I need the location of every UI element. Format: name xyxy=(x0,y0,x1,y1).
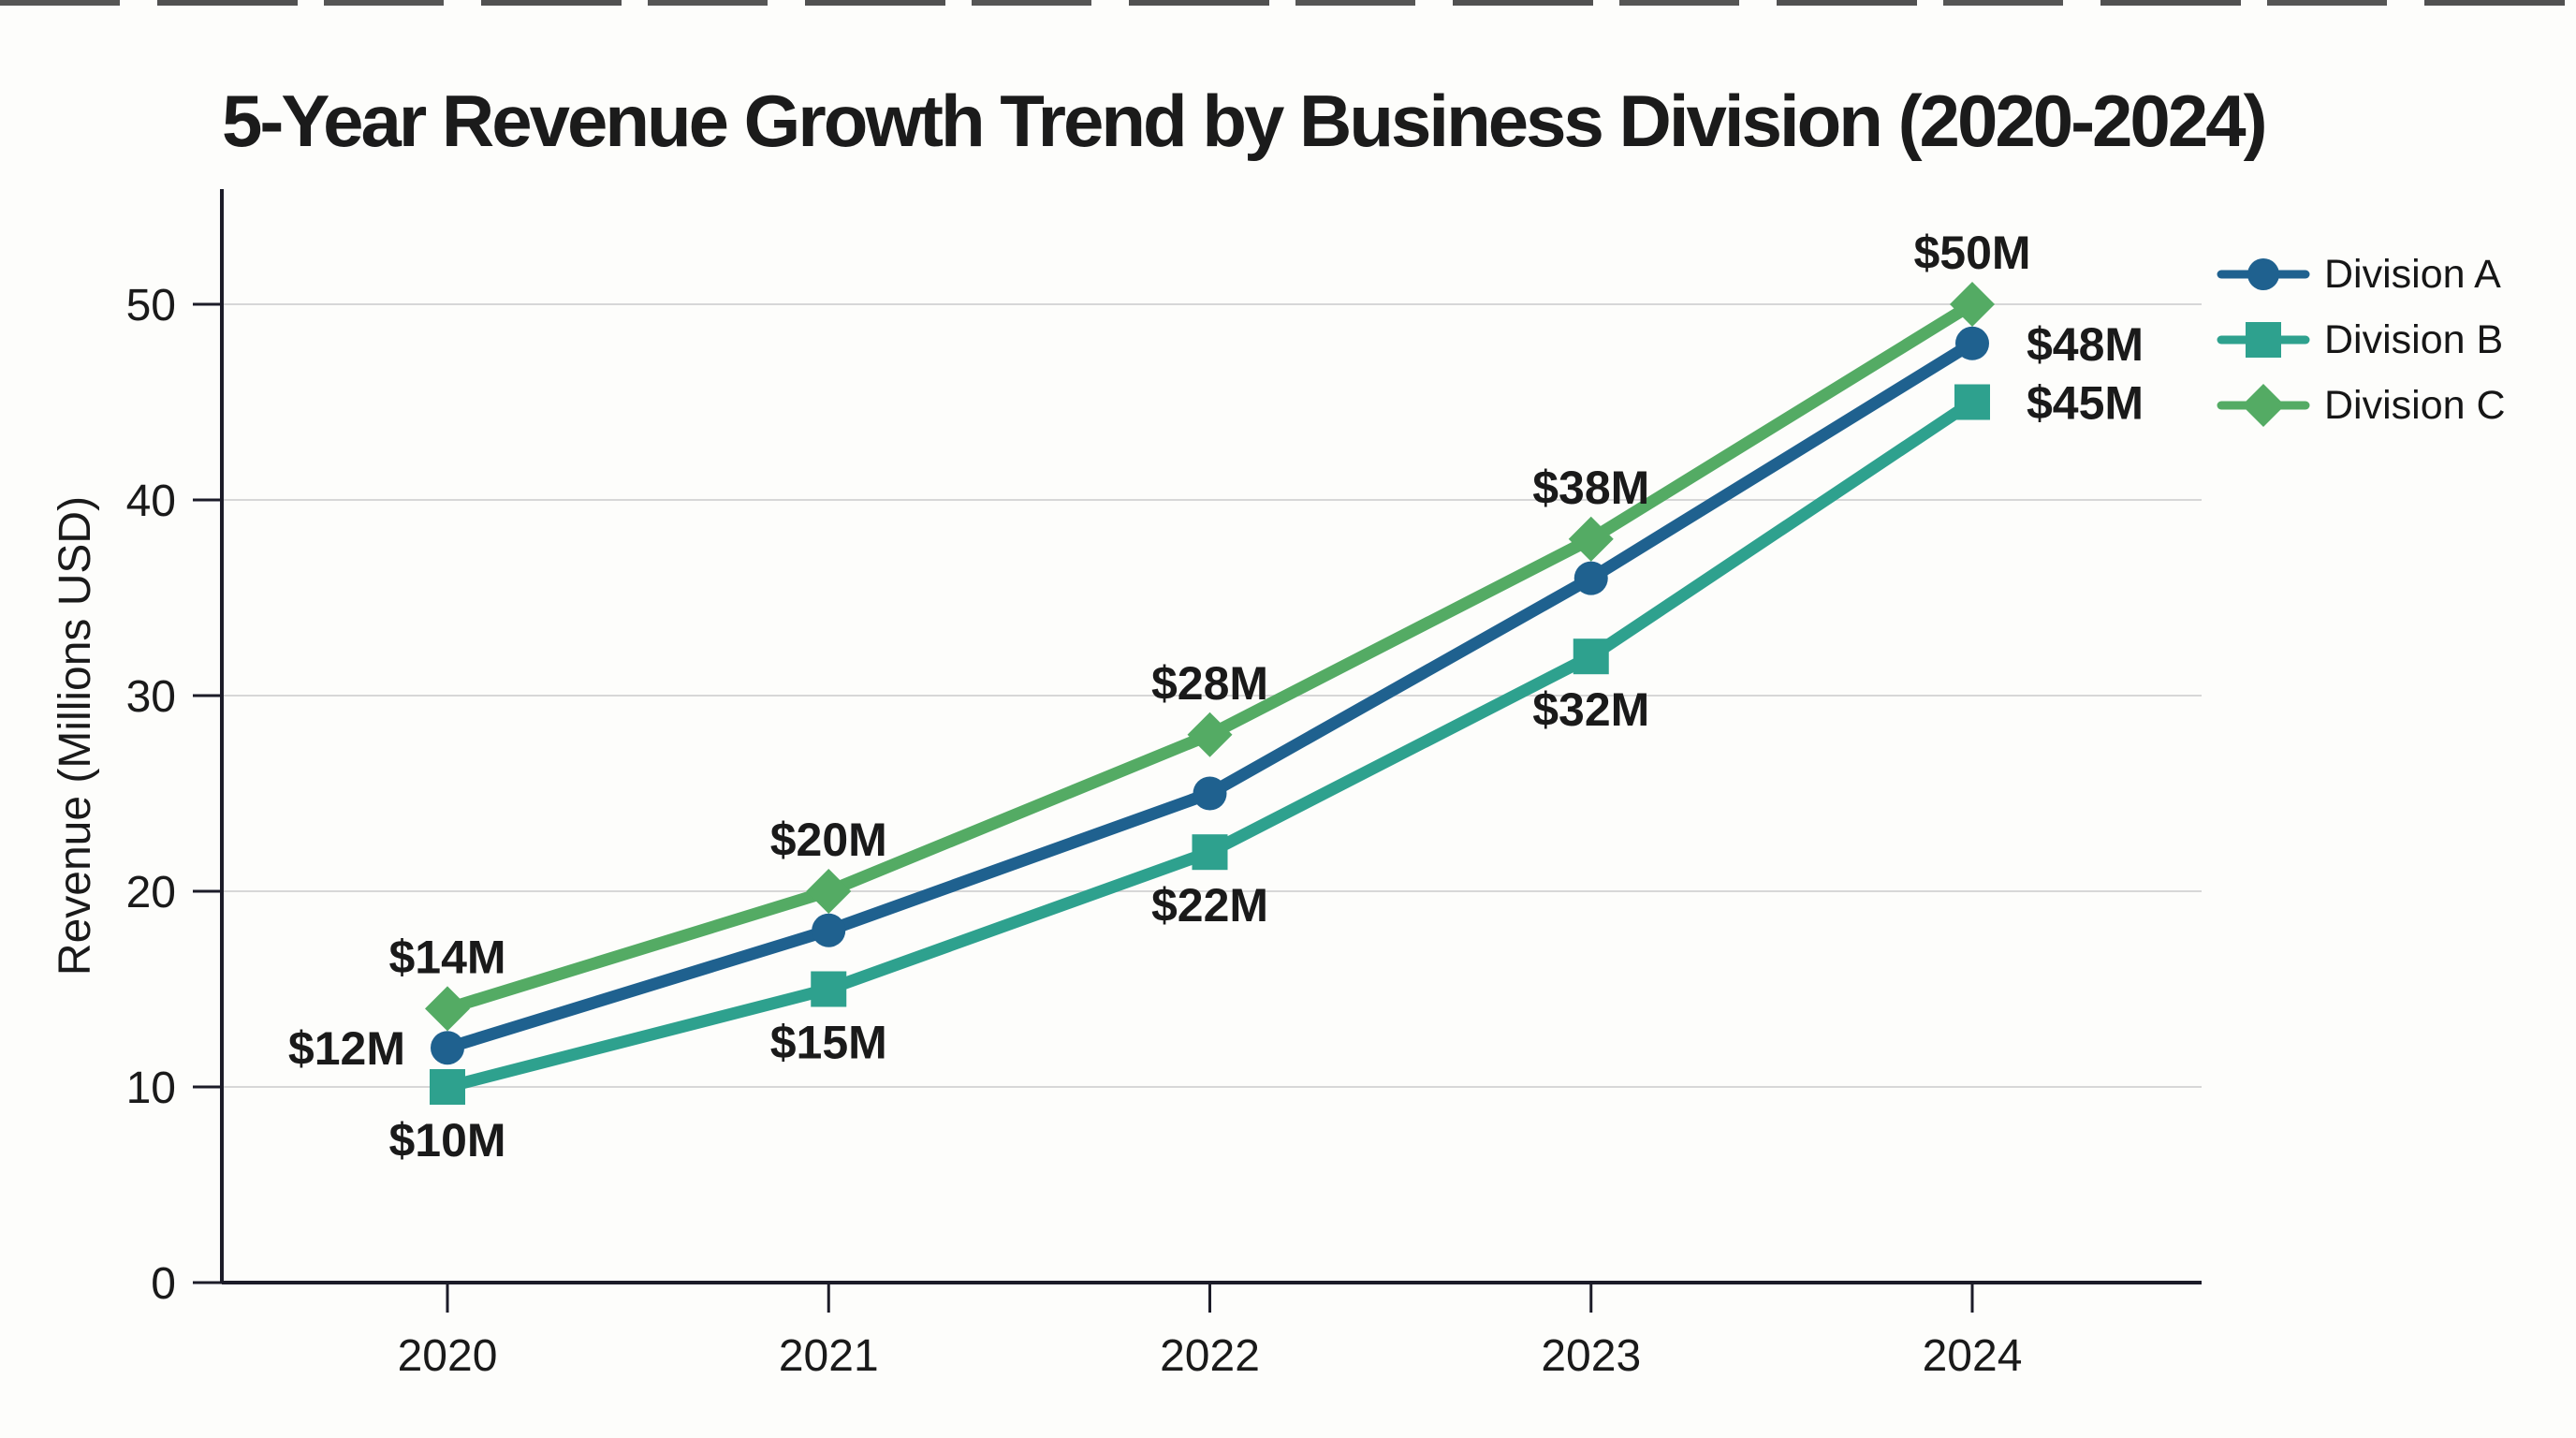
square-marker-division-b xyxy=(1954,384,1990,420)
square-marker-division-b xyxy=(811,971,847,1007)
x-tick-label: 2021 xyxy=(779,1331,879,1381)
chart-legend: Division A Division B Division C xyxy=(2217,242,2506,438)
top-edge-artifact xyxy=(0,0,2576,6)
circle-marker-division-a xyxy=(812,913,846,947)
circle-marker-division-a xyxy=(1573,561,1608,595)
circle-marker-division-a xyxy=(1193,776,1227,811)
legend-diamond-division-c xyxy=(2242,384,2285,427)
square-marker-division-b xyxy=(430,1069,465,1105)
circle-marker-division-a xyxy=(431,1031,464,1065)
diamond-marker-division-c xyxy=(806,869,852,914)
data-label-division-b-2020: $10M xyxy=(388,1114,505,1167)
diamond-marker-icon xyxy=(2217,384,2310,427)
y-tick-label: 10 xyxy=(126,1064,176,1113)
data-label-division-c-2024: $50M xyxy=(1913,227,2030,279)
square-marker-division-b xyxy=(1192,834,1228,871)
x-tick-label: 2020 xyxy=(398,1331,498,1381)
square-marker-icon xyxy=(2217,322,2310,358)
y-tick-label: 20 xyxy=(126,868,176,917)
y-tick-label: 40 xyxy=(126,477,176,526)
y-tick-label: 30 xyxy=(126,672,176,722)
legend-item-division-b: Division B xyxy=(2217,307,2506,373)
legend-label-division-a: Division A xyxy=(2324,251,2501,297)
y-tick-label: 50 xyxy=(126,281,176,330)
legend-circle-division-a xyxy=(2247,258,2279,290)
legend-label-division-c: Division C xyxy=(2324,382,2506,428)
data-label-division-b-2021: $15M xyxy=(770,1017,887,1069)
legend-label-division-b: Division B xyxy=(2324,316,2504,362)
circle-marker-division-a xyxy=(1955,326,1989,360)
x-tick-label: 2023 xyxy=(1541,1331,1641,1381)
data-label-division-b-2024: $45M xyxy=(2027,377,2144,430)
data-label-division-a-2024: $48M xyxy=(2027,318,2144,371)
data-label-division-b-2023: $32M xyxy=(1532,683,1649,736)
y-axis-title: Revenue (Millions USD) xyxy=(51,496,100,976)
legend-square-division-b xyxy=(2246,322,2281,358)
diamond-marker-division-c xyxy=(425,986,470,1032)
legend-item-division-c: Division C xyxy=(2217,373,2506,438)
chart-title: 5-Year Revenue Growth Trend by Business … xyxy=(222,80,2268,162)
y-tick-label: 0 xyxy=(151,1259,176,1309)
data-label-division-a-2020: $12M xyxy=(288,1022,405,1075)
diamond-marker-division-c xyxy=(1568,516,1614,562)
data-label-division-b-2022: $22M xyxy=(1151,879,1268,932)
x-tick-label: 2024 xyxy=(1923,1331,2023,1381)
data-label-division-c-2022: $28M xyxy=(1151,657,1268,710)
data-label-division-c-2020: $14M xyxy=(388,931,505,983)
diamond-marker-division-c xyxy=(1187,712,1233,757)
legend-item-division-a: Division A xyxy=(2217,242,2506,307)
diamond-marker-division-c xyxy=(1950,282,1995,327)
data-label-division-c-2021: $20M xyxy=(770,814,887,866)
x-tick-label: 2022 xyxy=(1160,1331,1260,1381)
square-marker-division-b xyxy=(1573,638,1609,675)
data-label-division-c-2023: $38M xyxy=(1532,462,1649,514)
circle-marker-icon xyxy=(2217,258,2310,290)
